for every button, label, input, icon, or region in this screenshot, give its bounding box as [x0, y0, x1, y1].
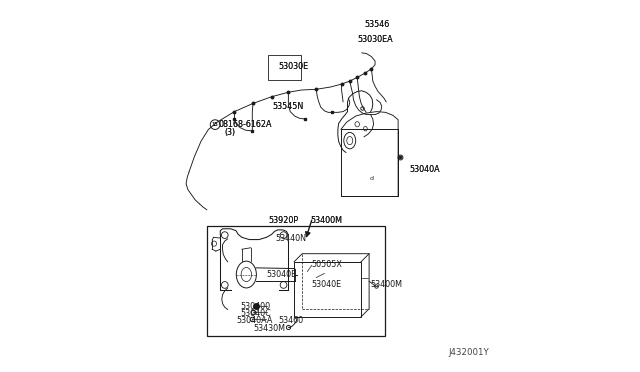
Text: 53920P: 53920P [268, 216, 298, 225]
Text: 53440N: 53440N [275, 234, 307, 243]
Text: 53040E: 53040E [266, 270, 296, 279]
Text: 53460: 53460 [278, 316, 303, 325]
Bar [268, 55, 301, 80]
Bar [207, 226, 385, 336]
Text: (3): (3) [225, 128, 236, 137]
Text: 53040AA: 53040AA [236, 316, 273, 325]
Text: 53400M: 53400M [310, 216, 342, 225]
Text: 53030E: 53030E [278, 62, 308, 71]
Text: 15: 15 [212, 122, 218, 127]
Text: 53546: 53546 [364, 20, 389, 29]
Text: J432001Y: J432001Y [449, 348, 489, 357]
Text: 53030E: 53030E [278, 62, 308, 71]
Text: 50505X: 50505X [312, 260, 342, 269]
Bar [341, 129, 398, 196]
Text: 53400M: 53400M [310, 216, 342, 225]
Text: 53430M: 53430M [253, 324, 285, 333]
Text: 53546: 53546 [364, 20, 389, 29]
Text: 53920P: 53920P [268, 216, 298, 225]
Text: 53040C: 53040C [240, 309, 271, 318]
Text: 53040A: 53040A [410, 165, 440, 174]
Text: 530400: 530400 [240, 302, 270, 311]
Text: 08168-6162A: 08168-6162A [219, 120, 272, 129]
Text: 53400M: 53400M [370, 280, 402, 289]
Text: 08168-6162A: 08168-6162A [219, 120, 272, 129]
Text: 53545N: 53545N [273, 102, 303, 110]
Text: 53545N: 53545N [273, 102, 303, 110]
Text: 53040E: 53040E [312, 280, 342, 289]
Text: 53030EA: 53030EA [357, 35, 393, 44]
Text: 53030EA: 53030EA [357, 35, 393, 44]
Text: (3): (3) [225, 128, 236, 137]
Bar [294, 262, 361, 317]
Text: 53040A: 53040A [410, 165, 440, 174]
Text: d: d [370, 176, 374, 181]
